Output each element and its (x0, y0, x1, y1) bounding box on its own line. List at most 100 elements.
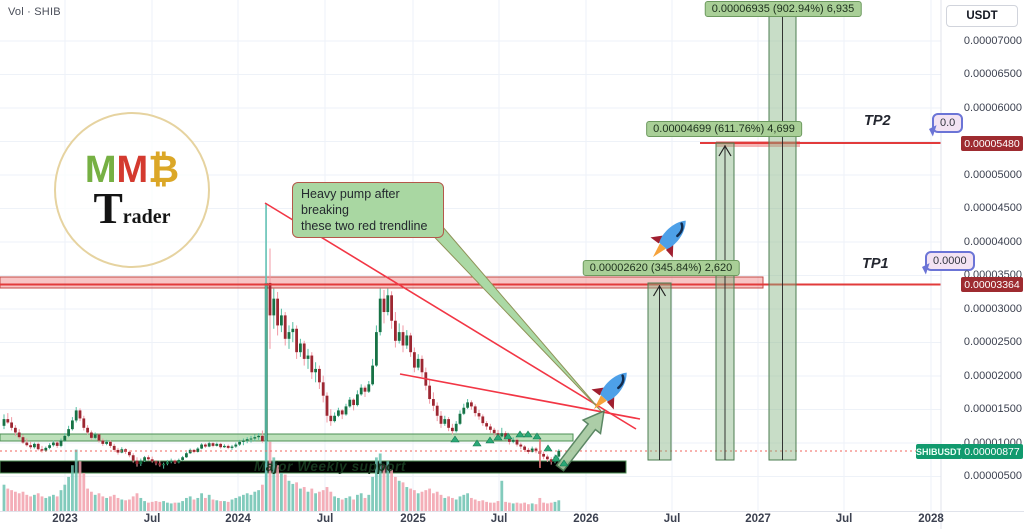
volume-bar (109, 496, 112, 512)
volume-bar (481, 500, 485, 512)
candle-body (470, 402, 473, 407)
candle-body (245, 439, 249, 441)
tp1-price-bubble[interactable]: 0.0000 (925, 251, 975, 271)
candle-body (302, 343, 306, 359)
candle-body (55, 442, 59, 446)
buy-marker-triangle (450, 435, 460, 443)
tp1-resistance-zone[interactable] (0, 276, 764, 289)
volume-bar (21, 491, 25, 512)
tp2-price-badge: 0.00005480 (961, 136, 1023, 151)
axis-currency-button[interactable]: USDT (946, 5, 1018, 27)
volume-bar (48, 496, 51, 512)
volume-bar (166, 502, 169, 512)
candle-body (352, 399, 355, 406)
candle-body (90, 432, 93, 438)
candle-body (451, 427, 454, 432)
candle-body (542, 453, 545, 457)
candle-body (234, 444, 238, 447)
volume-bar (310, 488, 314, 512)
volume-bar (489, 502, 492, 512)
volume-bar (169, 503, 173, 512)
buy-marker-triangle (503, 432, 513, 440)
volume-bar (477, 501, 481, 512)
price-range-label[interactable]: 0.00006935 (902.94%) 6,935 (704, 1, 862, 17)
volume-bar (158, 501, 162, 512)
logo-mmb-text: MM₿ (84, 149, 180, 191)
time-axis-label: Jul (663, 513, 681, 525)
volume-bar (17, 493, 21, 512)
major-weekly-support-label[interactable]: Major Weekly support (253, 459, 407, 474)
volume-bar (10, 490, 13, 512)
buy-marker-triangle (559, 459, 569, 467)
arrow-head (718, 145, 726, 157)
volume-bar (359, 493, 363, 512)
price-range-tool[interactable] (647, 282, 672, 461)
volume-bar (458, 496, 462, 512)
candle-body (508, 437, 511, 442)
volume-bar (101, 496, 105, 512)
volume-bar (2, 484, 6, 512)
rocket-icon[interactable] (583, 363, 638, 419)
volume-bar (428, 488, 431, 512)
candle-body (397, 332, 401, 341)
tp1-text-label[interactable]: TP1 (862, 256, 889, 272)
candle-body (329, 415, 333, 422)
volume-bar (112, 494, 116, 512)
volume-bar (416, 493, 420, 512)
candle-body (340, 410, 344, 415)
candle-body (63, 435, 67, 441)
rocket-body (659, 220, 686, 250)
volume-bar (492, 502, 496, 512)
candle-body (44, 447, 48, 451)
volume-bar (424, 490, 428, 512)
volume-bar (557, 500, 561, 512)
volume-bar (52, 494, 55, 512)
time-axis-label: 2028 (918, 513, 944, 525)
price-axis-label: 0.00006000 (963, 102, 1022, 114)
candle-body (116, 449, 120, 453)
candle-body (223, 445, 226, 448)
time-axis-label: 2023 (52, 513, 78, 525)
candle-body (78, 410, 82, 419)
candle-body (112, 445, 116, 450)
candle-body (432, 399, 435, 406)
rocket-icon[interactable] (642, 211, 697, 267)
volume-bar (116, 497, 120, 512)
volume-bar (147, 502, 150, 512)
candle-body (40, 449, 44, 451)
candle-body (401, 332, 405, 346)
breakout-arrow[interactable] (555, 409, 605, 472)
volume-bar (534, 504, 538, 512)
price-range-tool[interactable] (768, 9, 797, 461)
volume-bar (249, 494, 253, 512)
volume-bar (413, 490, 416, 512)
volume-bar (120, 499, 124, 512)
tp2-price-bubble[interactable]: 0.0 (932, 113, 964, 133)
volume-bar (291, 483, 295, 512)
price-range-label[interactable]: 0.00004699 (611.76%) 4,699 (646, 121, 802, 137)
price-range-tool[interactable] (715, 142, 735, 461)
last-price-badge: 0.00000877 (961, 444, 1023, 459)
volume-bar (382, 465, 386, 512)
support-zone-upper[interactable] (0, 433, 574, 442)
callout-heavy-pump[interactable]: Heavy pump after breaking these two red … (292, 182, 444, 238)
volume-bar (386, 461, 390, 512)
volume-bar (367, 494, 371, 512)
volume-bar (226, 501, 230, 512)
volume-bar (154, 501, 158, 512)
trendline-minor[interactable] (399, 373, 641, 420)
trendline-major[interactable] (264, 202, 637, 430)
volume-bar (207, 494, 211, 512)
pane-legend[interactable]: Vol · SHIB (8, 6, 61, 18)
price-axis-label: 0.00007000 (963, 35, 1022, 47)
price-range-label[interactable]: 0.00002620 (345.84%) 2,620 (582, 260, 740, 276)
candle-body (287, 332, 291, 339)
candle-body (310, 355, 314, 373)
volume-bar (546, 503, 549, 512)
price-axis-label: 0.00005000 (963, 169, 1022, 181)
candle-body (196, 448, 200, 452)
volume-bar (105, 497, 108, 512)
candle-body (356, 394, 359, 406)
tp2-text-label[interactable]: TP2 (864, 113, 891, 129)
volume-bar (78, 461, 82, 512)
